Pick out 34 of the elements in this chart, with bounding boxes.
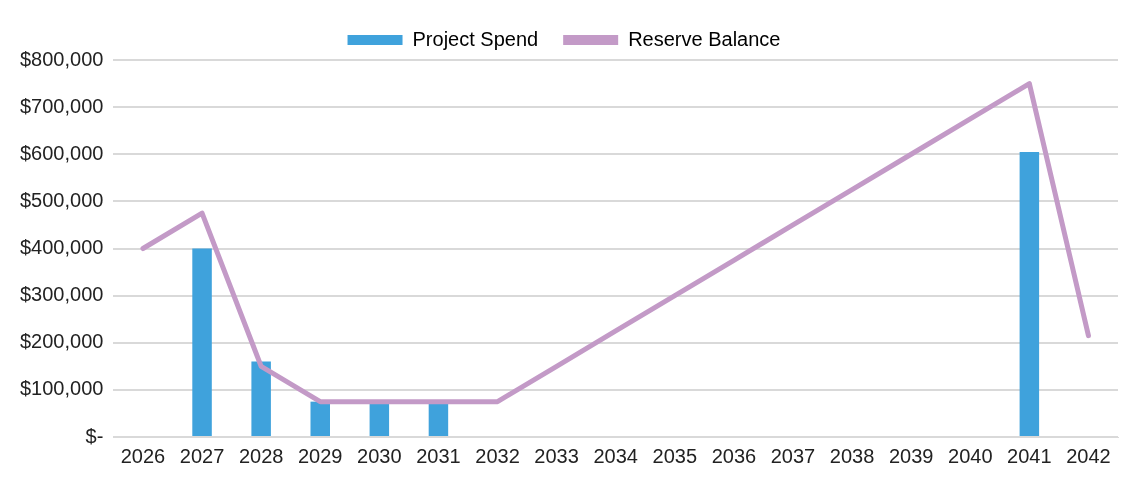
x-tick-label: 2033: [534, 444, 579, 467]
legend-label: Project Spend: [412, 27, 539, 50]
y-tick-label: $800,000: [20, 47, 104, 70]
y-tick-label: $-: [85, 424, 104, 447]
y-tick-label: $300,000: [20, 283, 104, 306]
y-tick-label: $100,000: [20, 377, 104, 400]
x-tick-label: 2042: [1066, 444, 1111, 467]
x-tick-label: 2041: [1007, 444, 1052, 467]
x-tick-label: 2037: [770, 444, 816, 467]
bar: [369, 401, 390, 436]
bar: [251, 361, 271, 436]
y-tick-label: $600,000: [20, 141, 104, 164]
x-tick-label: 2027: [179, 444, 225, 467]
x-tick-label: 2035: [652, 444, 698, 467]
x-tick-label: 2030: [357, 444, 402, 467]
x-tick-label: 2032: [475, 444, 520, 467]
y-tick-label: $700,000: [20, 94, 104, 117]
y-tick-label: $400,000: [20, 236, 104, 259]
x-tick-label: 2029: [297, 444, 343, 467]
y-tick-label: $500,000: [20, 188, 104, 211]
x-tick-label: 2028: [238, 444, 284, 467]
bar: [310, 401, 330, 436]
x-tick-label: 2036: [711, 444, 757, 467]
x-tick-label: 2038: [829, 444, 875, 467]
x-tick-label: 2034: [593, 444, 638, 467]
y-tick-label: $200,000: [20, 330, 104, 353]
x-tick-label: 2031: [416, 444, 461, 467]
x-tick-label: 2040: [948, 444, 993, 467]
x-tick-label: 2039: [888, 444, 934, 467]
bar: [428, 401, 449, 436]
x-tick-label: 2026: [120, 444, 166, 467]
bar: [1019, 151, 1040, 436]
legend-label: Reserve Balance: [628, 27, 781, 50]
bar: [192, 248, 212, 436]
